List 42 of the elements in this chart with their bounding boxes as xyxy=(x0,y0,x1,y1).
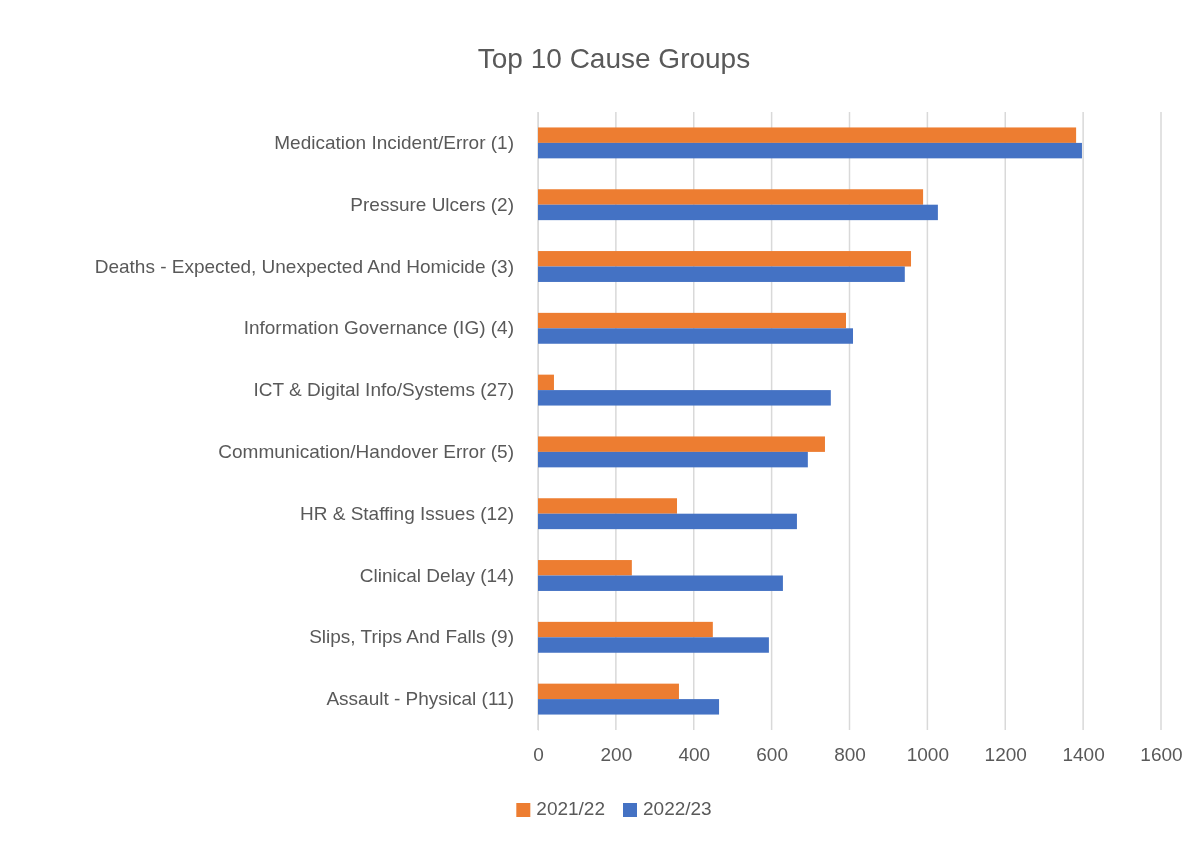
x-tick-label: 1600 xyxy=(1140,744,1183,766)
bar xyxy=(538,699,720,715)
y-tick-label: Slips, Trips And Falls (9) xyxy=(309,626,514,648)
x-tick-label: 400 xyxy=(678,744,711,766)
x-tick-label: 1000 xyxy=(906,744,950,766)
y-tick-label: Clinical Delay (14) xyxy=(359,564,514,586)
bar xyxy=(538,142,1082,159)
bar xyxy=(538,328,853,344)
bar xyxy=(538,683,679,700)
bar xyxy=(538,498,678,514)
bar xyxy=(538,204,938,221)
chart-title: Top 10 Cause Groups xyxy=(477,43,751,74)
x-tick-label: 0 xyxy=(533,744,544,766)
y-tick-label: HR & Staffing Issues (12) xyxy=(299,502,514,524)
y-tick-label: Deaths - Expected, Unexpected And Homicide (3) xyxy=(94,255,514,277)
x-tick-label: 1200 xyxy=(984,744,1027,766)
bar xyxy=(538,251,912,267)
bar xyxy=(538,374,554,391)
y-tick-label: Assault - Physical (11) xyxy=(326,688,514,710)
bar xyxy=(538,513,797,530)
bar xyxy=(538,127,1077,143)
y-tick-label: Pressure Ulcers (2) xyxy=(350,193,514,215)
x-tick-label: 1400 xyxy=(1062,744,1105,766)
y-tick-label: Communication/Handover Error (5) xyxy=(218,440,514,462)
bar xyxy=(538,621,713,638)
bar xyxy=(538,390,831,406)
bar xyxy=(538,436,825,452)
bar xyxy=(538,189,924,205)
x-tick-label: 600 xyxy=(756,744,788,766)
y-tick-label: Information Governance (IG) (4) xyxy=(243,317,514,339)
bar xyxy=(538,451,808,468)
legend-label: 2021/22 xyxy=(536,798,605,819)
x-tick-label: 800 xyxy=(834,744,866,766)
legend-label: 2022/23 xyxy=(643,798,712,819)
y-tick-label: Medication Incident/Error (1) xyxy=(274,131,514,153)
bar xyxy=(538,560,632,576)
bar xyxy=(538,575,783,591)
bar xyxy=(538,266,905,282)
x-tick-label: 200 xyxy=(600,744,633,766)
y-tick-label: ICT & Digital Info/Systems (27) xyxy=(253,379,514,401)
bar xyxy=(538,312,846,329)
bar xyxy=(538,637,769,653)
